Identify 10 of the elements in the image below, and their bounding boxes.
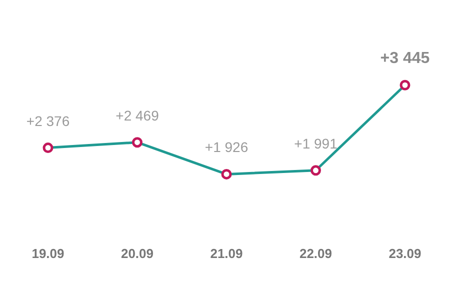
data-label: +2 376 [26, 112, 70, 129]
x-tick-label: 21.09 [210, 246, 243, 262]
data-label: +2 469 [116, 107, 160, 124]
x-tick-label: 19.09 [32, 246, 64, 262]
x-tick-label: 22.09 [299, 246, 332, 262]
x-tick-label: 20.09 [120, 246, 154, 262]
data-label: +1 991 [294, 135, 338, 152]
x-tick-label: 23.09 [388, 246, 422, 262]
data-label: +3 445 [380, 50, 430, 68]
data-label: +1 926 [204, 139, 248, 156]
